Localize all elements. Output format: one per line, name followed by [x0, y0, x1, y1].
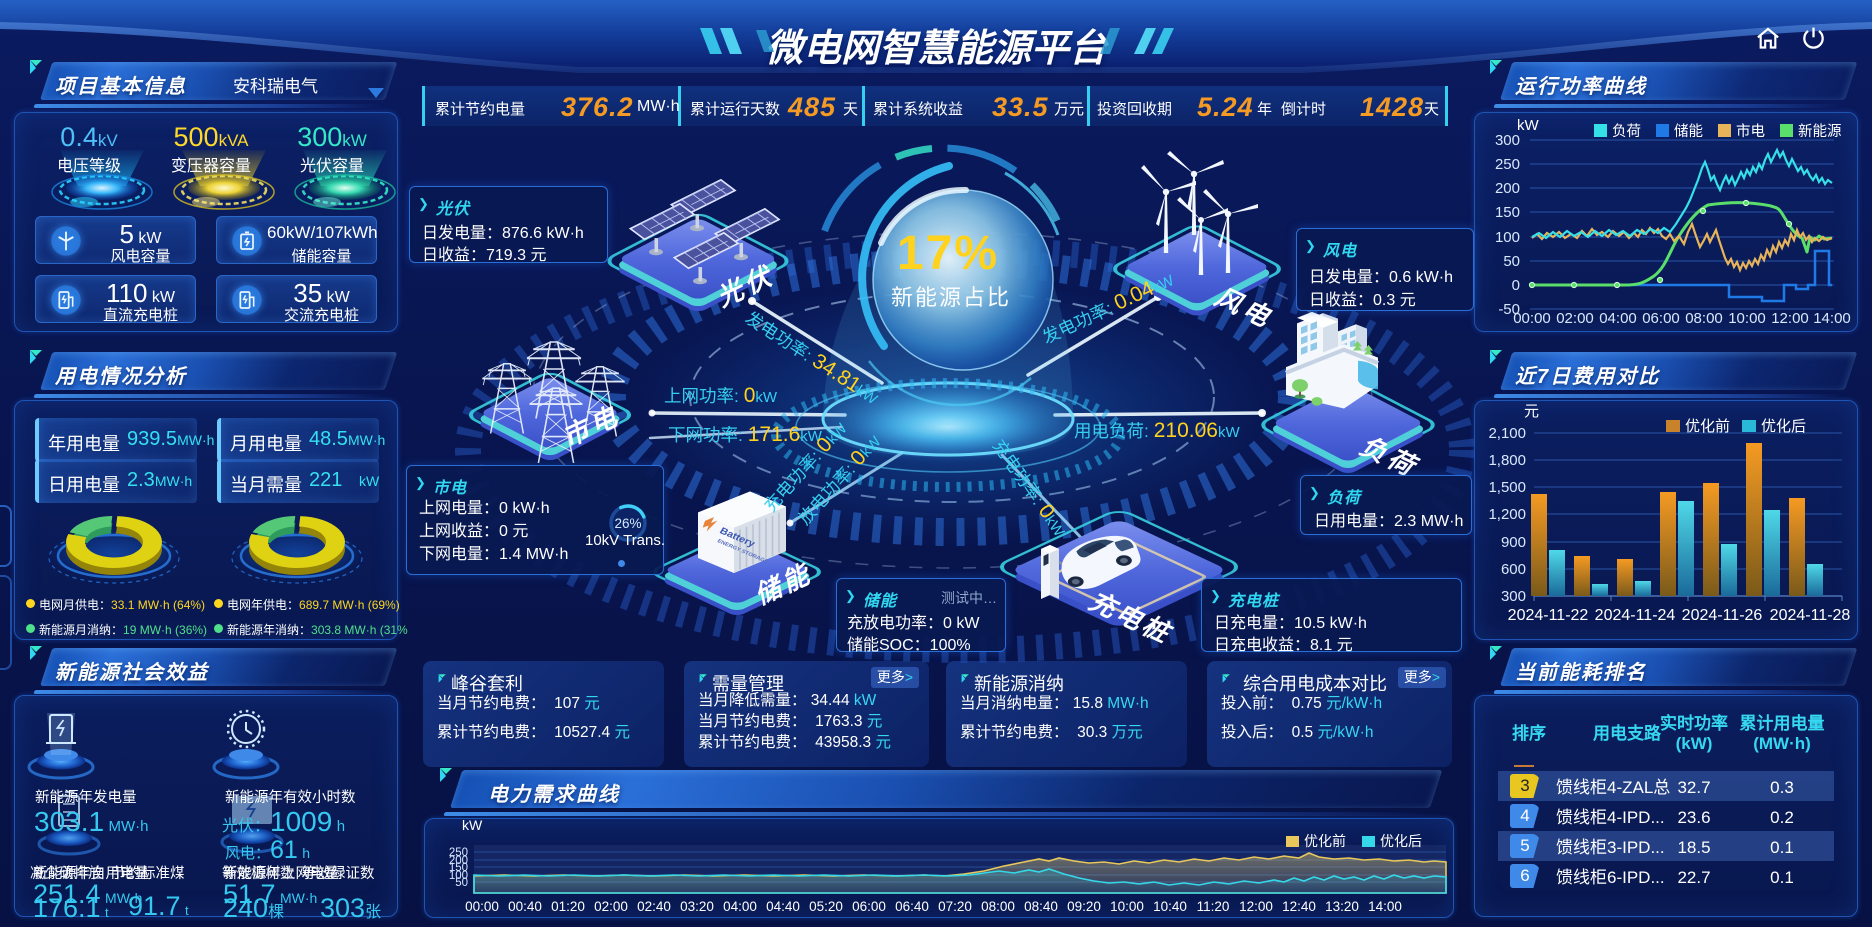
svg-text:2024-11-28: 2024-11-28 — [1770, 607, 1851, 624]
svg-text:02:40: 02:40 — [637, 899, 671, 914]
svg-text:新能源占比: 新能源占比 — [891, 285, 1011, 310]
svg-text:12:00: 12:00 — [1771, 310, 1809, 327]
svg-text:250: 250 — [449, 847, 468, 859]
svg-text:100: 100 — [1495, 229, 1520, 246]
svg-text:05:20: 05:20 — [809, 899, 843, 914]
svg-text:12:40: 12:40 — [1282, 899, 1316, 914]
svg-text:1,200: 1,200 — [1488, 506, 1526, 523]
svg-text:600: 600 — [1501, 561, 1526, 578]
svg-text:09:20: 09:20 — [1067, 899, 1101, 914]
svg-text:kW: kW — [1517, 117, 1540, 134]
svg-text:03:20: 03:20 — [680, 899, 714, 914]
svg-text:50: 50 — [455, 877, 468, 889]
svg-text:200: 200 — [449, 855, 468, 867]
svg-text:100: 100 — [449, 870, 468, 882]
svg-text:04:00: 04:00 — [1599, 310, 1637, 327]
svg-text:2024-11-24: 2024-11-24 — [1595, 607, 1676, 624]
svg-text:06:40: 06:40 — [895, 899, 929, 914]
svg-text:-50: -50 — [1498, 301, 1520, 318]
svg-text:1,800: 1,800 — [1488, 452, 1526, 469]
svg-text:2024-11-22: 2024-11-22 — [1508, 607, 1589, 624]
svg-text:150: 150 — [449, 862, 468, 874]
svg-text:1,500: 1,500 — [1488, 479, 1526, 496]
svg-text:储能: 储能 — [1674, 123, 1703, 140]
svg-text:00:00: 00:00 — [1513, 310, 1551, 327]
svg-text:00:00: 00:00 — [465, 899, 499, 914]
svg-text:150: 150 — [1495, 204, 1520, 221]
svg-text:优化后: 优化后 — [1761, 418, 1806, 435]
svg-text:市电: 市电 — [1736, 123, 1765, 140]
svg-text:300: 300 — [1501, 588, 1526, 605]
svg-text:01:20: 01:20 — [551, 899, 585, 914]
svg-text:12:00: 12:00 — [1239, 899, 1273, 914]
svg-text:300: 300 — [1495, 132, 1520, 149]
svg-text:负荷: 负荷 — [1612, 123, 1641, 140]
svg-text:14:00: 14:00 — [1813, 310, 1851, 327]
svg-text:900: 900 — [1501, 534, 1526, 551]
svg-text:14:00: 14:00 — [1368, 899, 1402, 914]
svg-text:0: 0 — [1512, 277, 1520, 294]
svg-text:08:40: 08:40 — [1024, 899, 1058, 914]
svg-text:11:20: 11:20 — [1197, 899, 1230, 914]
svg-text:250: 250 — [1495, 156, 1520, 173]
svg-text:10:00: 10:00 — [1110, 899, 1144, 914]
svg-text:元: 元 — [1524, 403, 1539, 420]
svg-text:08:00: 08:00 — [1685, 310, 1723, 327]
svg-text:26%: 26% — [614, 516, 641, 531]
svg-text:17%: 17% — [897, 227, 999, 280]
svg-text:2024-11-26: 2024-11-26 — [1682, 607, 1763, 624]
svg-text:10:00: 10:00 — [1728, 310, 1766, 327]
svg-text:06:00: 06:00 — [1642, 310, 1680, 327]
svg-text:00:40: 00:40 — [508, 899, 542, 914]
svg-text:优化前: 优化前 — [1685, 418, 1730, 435]
svg-text:06:00: 06:00 — [852, 899, 886, 914]
svg-text:200: 200 — [1495, 180, 1520, 197]
svg-text:08:00: 08:00 — [981, 899, 1015, 914]
svg-text:10:40: 10:40 — [1153, 899, 1187, 914]
svg-text:用电负荷: 210.06kW: 用电负荷: 210.06kW — [1074, 419, 1240, 442]
svg-text:04:40: 04:40 — [766, 899, 800, 914]
svg-text:50: 50 — [1503, 253, 1520, 270]
svg-text:2,100: 2,100 — [1488, 425, 1526, 442]
svg-text:04:00: 04:00 — [723, 899, 757, 914]
svg-text:kW: kW — [462, 818, 483, 833]
svg-text:优化后: 优化后 — [1380, 833, 1422, 849]
svg-text:07:20: 07:20 — [938, 899, 972, 914]
svg-text:上网功率: 0kW: 上网功率: 0kW — [664, 384, 778, 407]
svg-text:02:00: 02:00 — [1556, 310, 1594, 327]
svg-text:下网功率: 171.6kW: 下网功率: 171.6kW — [668, 423, 823, 446]
svg-text:02:00: 02:00 — [594, 899, 628, 914]
svg-text:优化前: 优化前 — [1304, 833, 1346, 849]
svg-text:13:20: 13:20 — [1325, 899, 1359, 914]
svg-text:新能源: 新能源 — [1798, 123, 1842, 140]
